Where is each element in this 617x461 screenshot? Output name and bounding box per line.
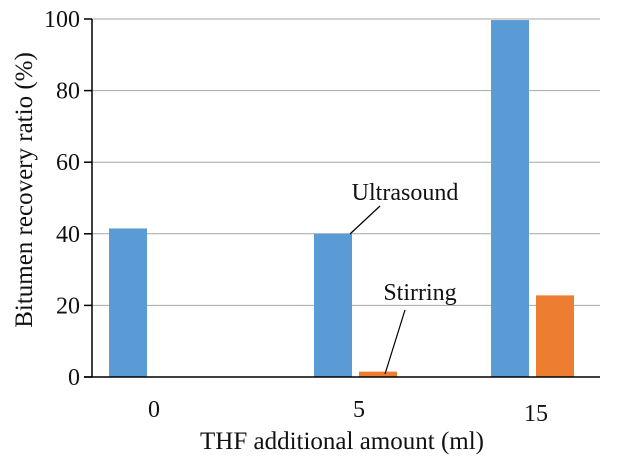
annotation-leader-line — [349, 205, 381, 235]
y-tick-label: 60 — [56, 150, 80, 176]
x-axis-title: THF additional amount (ml) — [200, 428, 484, 455]
y-tick-label: 80 — [56, 79, 80, 105]
annotation-label: Ultrasound — [352, 180, 459, 206]
x-tick-label: 5 — [353, 397, 365, 423]
annotations: Ultrasound Stirring — [349, 180, 459, 375]
bars — [109, 20, 574, 377]
x-tick-label: 0 — [148, 397, 160, 423]
axes — [84, 18, 600, 378]
y-tick-label: 100 — [44, 7, 80, 33]
bar-stirring-15 — [536, 295, 574, 377]
x-tick-labels: 0 5 15 — [148, 397, 548, 427]
bar-stirring-5 — [359, 371, 397, 377]
y-tick-label: 0 — [68, 365, 80, 391]
y-tick-label: 40 — [56, 222, 80, 248]
bar-ultrasound-5 — [314, 233, 352, 377]
y-tick-labels: 0 20 40 60 80 100 — [44, 7, 80, 391]
bar-ultrasound-0 — [109, 228, 147, 377]
y-axis-title: Bitumen recovery ratio (%) — [11, 52, 38, 328]
y-tick-label: 20 — [56, 293, 80, 319]
bar-ultrasound-15 — [491, 20, 529, 377]
annotation-leader-line — [384, 309, 406, 375]
x-tick-label: 15 — [524, 401, 548, 427]
annotation-label: Stirring — [383, 280, 456, 306]
